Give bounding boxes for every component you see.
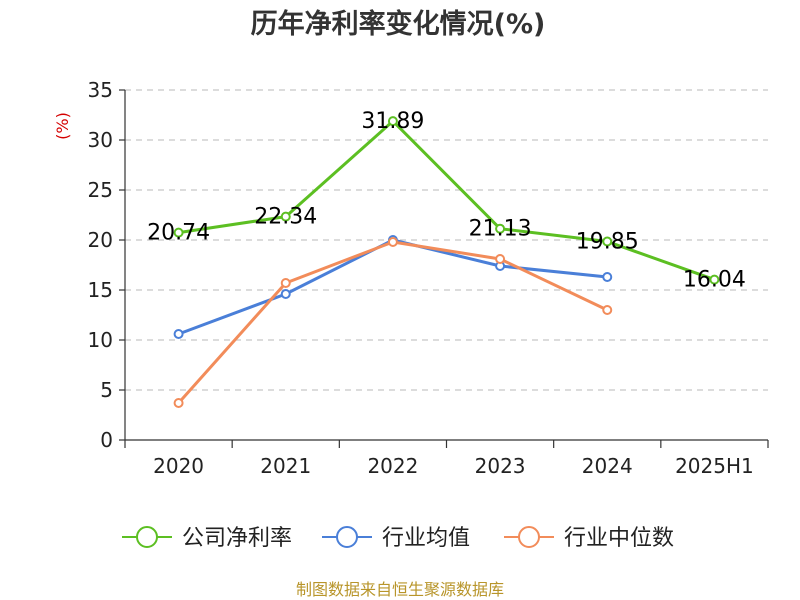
series-point-0 [709, 274, 720, 285]
data-label: 19.85 [576, 230, 639, 255]
x-tick-label: 2024 [582, 454, 633, 478]
series-point-2 [495, 254, 506, 264]
data-label: 31.89 [361, 109, 424, 134]
series-point-2 [280, 278, 291, 288]
series-line-0 [178, 119, 715, 282]
x-tick-label: 2021 [260, 454, 311, 478]
y-tick-label: 20 [88, 228, 113, 252]
series-point-2 [387, 237, 398, 247]
series-point-0 [387, 116, 398, 127]
data-labels: 20.74 22.34 31.89 21.13 19.85 16.04 [147, 109, 746, 293]
y-tick-label: 25 [88, 178, 113, 202]
chart-title: 历年净利率变化情况(%) [251, 8, 546, 40]
series-lines [173, 116, 720, 408]
series-point-0 [495, 223, 506, 234]
axes: 0 5 10 15 20 25 30 35 2020 2021 2022 2023 2024 2025H1 [88, 78, 769, 478]
legend-label: 行业均值 [382, 526, 470, 551]
legend-label: 公司净利率 [182, 526, 292, 551]
legend: 公司净利率 行业均值 行业中位数 [122, 526, 674, 551]
legend-marker [336, 526, 358, 548]
series-point-0 [173, 227, 184, 238]
series-line-2 [177, 240, 608, 404]
series-point-1 [280, 289, 291, 299]
source-note: 制图数据来自恒生聚源数据库 [296, 580, 504, 599]
y-tick-label: 35 [88, 78, 113, 102]
x-tick-label: 2025H1 [675, 454, 754, 478]
grid-lines [125, 89, 768, 391]
series-point-1 [602, 272, 613, 282]
y-tick-label: 5 [100, 378, 113, 402]
x-tick-label: 2020 [153, 454, 204, 478]
series-point-0 [280, 211, 291, 222]
series-point-1 [173, 329, 184, 339]
data-label: 20.74 [147, 221, 210, 246]
y-axis-unit-label: (%) [53, 112, 72, 140]
legend-marker [136, 526, 158, 548]
x-tick-label: 2023 [475, 454, 526, 478]
legend-label: 行业中位数 [564, 526, 674, 551]
series-point-2 [173, 398, 184, 408]
y-tick-label: 10 [88, 328, 113, 352]
legend-marker [518, 526, 540, 548]
data-label: 21.13 [469, 217, 532, 242]
y-tick-label: 15 [88, 278, 113, 302]
y-tick-label: 30 [88, 128, 113, 152]
series-line-1 [178, 238, 608, 336]
series-point-2 [602, 305, 613, 315]
series-point-0 [602, 236, 613, 247]
data-label: 16.04 [683, 268, 746, 293]
x-tick-label: 2022 [367, 454, 418, 478]
data-label: 22.34 [254, 205, 317, 230]
y-tick-label: 0 [100, 428, 113, 452]
